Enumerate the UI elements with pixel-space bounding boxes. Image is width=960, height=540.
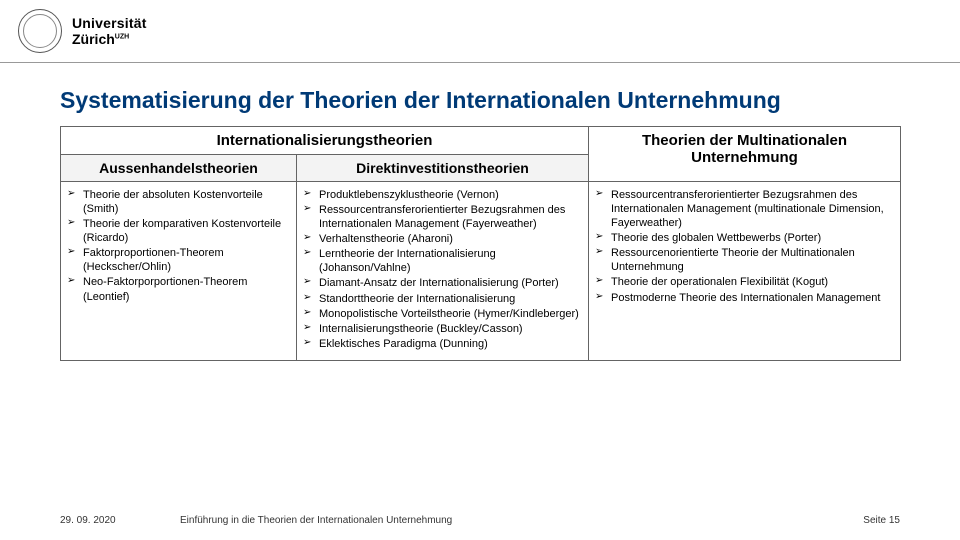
theories-table: Internationalisierungstheorien Theorien … (60, 126, 901, 361)
list-aussenhandel: Theorie der absoluten Kostenvorteile (Sm… (67, 188, 290, 304)
brand-line2-base: Zürich (72, 31, 115, 47)
university-seal-icon (18, 9, 62, 53)
cell-aussenhandel: Theorie der absoluten Kostenvorteile (Sm… (61, 182, 297, 361)
slide-footer: 29. 09. 2020 Einführung in die Theorien … (60, 515, 900, 526)
list-direktinvestition: Produktlebenszyklustheorie (Vernon)Resso… (303, 188, 582, 351)
list-item: Theorie der operationalen Flexibilität (… (595, 275, 894, 289)
slide: Universität ZürichUZH Systematisierung d… (0, 0, 960, 540)
header-rule (0, 62, 960, 63)
list-multinationale: Ressourcentransferorientierter Bezugsrah… (595, 188, 894, 305)
list-item: Theorie des globalen Wettbewerbs (Porter… (595, 231, 894, 245)
list-item: Ressourcentransferorientierter Bezugsrah… (303, 203, 582, 231)
list-item: Faktorproportionen-Theorem (Heckscher/Oh… (67, 246, 290, 274)
slide-title: Systematisierung der Theorien der Intern… (0, 79, 960, 126)
list-item: Postmoderne Theorie des Internationalen … (595, 291, 894, 305)
list-item: Theorie der komparativen Kostenvorteile … (67, 217, 290, 245)
brand-line1: Universität (72, 15, 147, 31)
list-item: Internalisierungstheorie (Buckley/Casson… (303, 322, 582, 336)
header-multinational: Theorien der Multinationalen Unternehmun… (589, 127, 901, 182)
list-item: Theorie der absoluten Kostenvorteile (Sm… (67, 188, 290, 216)
footer-subtitle: Einführung in die Theorien der Internati… (180, 515, 452, 526)
table-body-row: Theorie der absoluten Kostenvorteile (Sm… (61, 182, 901, 361)
list-item: Standorttheorie der Internationalisierun… (303, 292, 582, 306)
list-item: Monopolistische Vorteilstheorie (Hymer/K… (303, 307, 582, 321)
subheader-direktinvestition: Direktinvestitionstheorien (297, 155, 589, 182)
list-item: Ressourcenorientierte Theorie der Multin… (595, 246, 894, 274)
footer-date: 29. 09. 2020 (60, 515, 116, 526)
brand-line2-sup: UZH (115, 33, 129, 40)
list-item: Diamant-Ansatz der Internationalisierung… (303, 276, 582, 290)
brand-header: Universität ZürichUZH (0, 0, 960, 62)
list-item: Verhaltenstheorie (Aharoni) (303, 232, 582, 246)
footer-page: Seite 15 (863, 515, 900, 526)
header-internationalisation: Internationalisierungstheorien (61, 127, 589, 155)
list-item: Lerntheorie der Internationalisierung (J… (303, 247, 582, 275)
list-item: Produktlebenszyklustheorie (Vernon) (303, 188, 582, 202)
table-header-row-1: Internationalisierungstheorien Theorien … (61, 127, 901, 155)
brand-line2: ZürichUZH (72, 31, 147, 47)
subheader-aussenhandel: Aussenhandelstheorien (61, 155, 297, 182)
list-item: Eklektisches Paradigma (Dunning) (303, 337, 582, 351)
university-name: Universität ZürichUZH (72, 15, 147, 47)
cell-direktinvestition: Produktlebenszyklustheorie (Vernon)Resso… (297, 182, 589, 361)
cell-multinationale: Ressourcentransferorientierter Bezugsrah… (589, 182, 901, 361)
list-item: Ressourcentransferorientierter Bezugsrah… (595, 188, 894, 230)
list-item: Neo-Faktorporportionen-Theorem (Leontief… (67, 275, 290, 303)
